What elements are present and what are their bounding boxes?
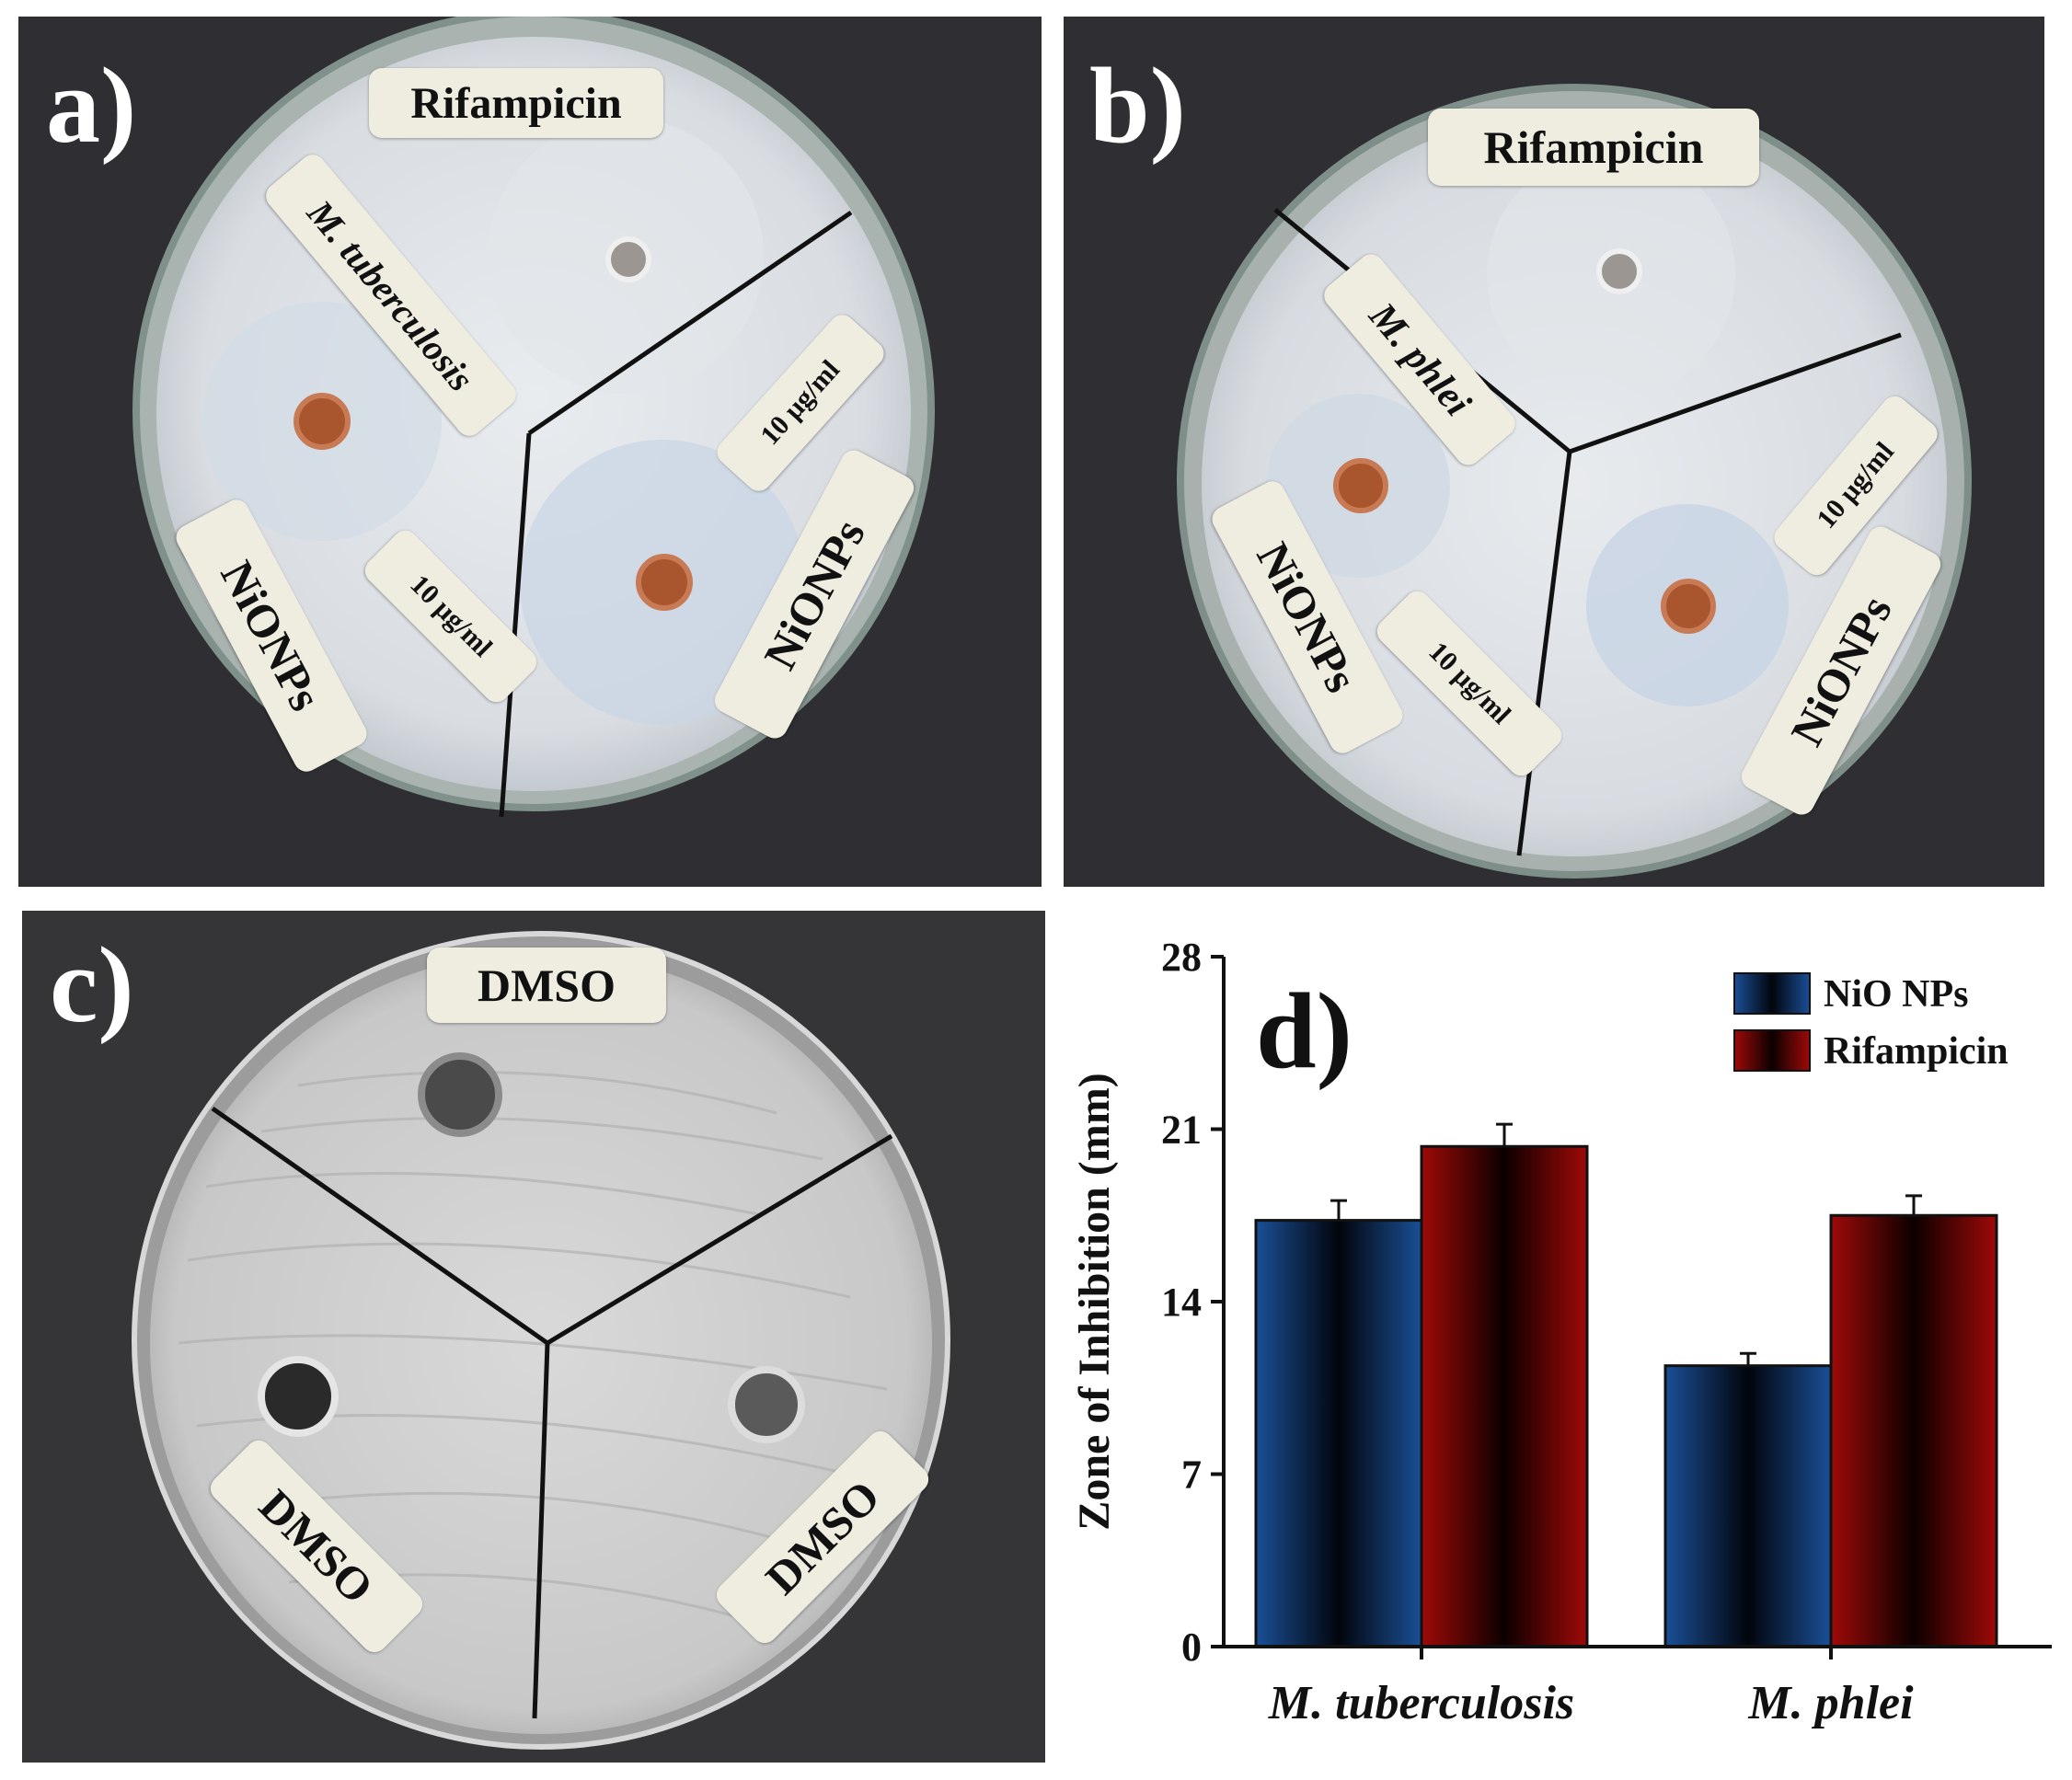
bar-rifampicin (1420, 1144, 1589, 1648)
sector-divider (1569, 332, 1902, 454)
niops-well (294, 393, 351, 450)
rifampicin-well (1596, 248, 1642, 294)
sector-divider (527, 210, 853, 436)
legend-swatch (1733, 972, 1811, 1015)
label-rifampicin: Rifampicin (369, 68, 663, 138)
niops-well (636, 554, 693, 611)
petri-dish-a (132, 17, 935, 818)
chart-legend: NiO NPs Rifampicin (1733, 972, 2009, 1073)
y-tick-label: 7 (1181, 1453, 1202, 1498)
sector-divider (499, 432, 532, 818)
sector-divider (532, 1342, 550, 1719)
x-tick-label: M. phlei (1747, 1677, 1914, 1729)
panel-letter-a: a) (46, 45, 137, 166)
bar-nio-nps (1663, 1364, 1833, 1648)
panel-c-plate-photo: c) DMSO DMSO DMSO (22, 911, 1045, 1763)
dmso-well (258, 1356, 339, 1437)
x-tick-label: M. tuberculosis (1268, 1677, 1574, 1729)
rifampicin-well (605, 236, 651, 282)
panel-letter-b: b) (1089, 45, 1186, 166)
bar-nio-nps (1254, 1219, 1423, 1648)
y-tick-label: 14 (1161, 1280, 1202, 1325)
panel-a-plate-photo: a) Rifampicin M. tuberculosis 10 μg/ml 1… (18, 17, 1042, 887)
niops-well (1333, 458, 1388, 513)
niops-well (1661, 579, 1716, 634)
panel-letter-c: c) (50, 924, 134, 1045)
y-axis-label: Zone of Inhibition (mm) (1070, 1073, 1119, 1530)
bar-rifampicin (1829, 1213, 1998, 1648)
legend-swatch (1733, 1029, 1811, 1072)
petri-dish-c (132, 931, 950, 1750)
sector-divider (546, 1133, 893, 1346)
sector-divider (211, 1106, 549, 1346)
dmso-well (418, 1052, 502, 1137)
legend-label: Rifampicin (1824, 1030, 2009, 1073)
panel-d-bar-chart: 0 7 14 21 28 M. tuberculosis M. phlei Zone of… (1049, 911, 2072, 1780)
y-tick-label: 21 (1161, 1108, 1202, 1153)
dmso-well (728, 1366, 805, 1443)
zone-of-inhibition-chart: 0 7 14 21 28 M. tuberculosis M. phlei Zone of… (1070, 935, 2052, 1729)
y-tick-label: 28 (1161, 935, 1202, 980)
label-dmso: DMSO (427, 947, 666, 1023)
panel-letter-d: d) (1256, 970, 1353, 1091)
panel-b-plate-photo: b) Rifampicin M. phlei 10 μg/ml 10 μg/ml… (1064, 17, 2044, 887)
sector-divider (1516, 451, 1572, 856)
y-tick-label: 0 (1181, 1625, 1202, 1670)
legend-label: NiO NPs (1824, 973, 1969, 1016)
label-rifampicin: Rifampicin (1428, 109, 1759, 186)
